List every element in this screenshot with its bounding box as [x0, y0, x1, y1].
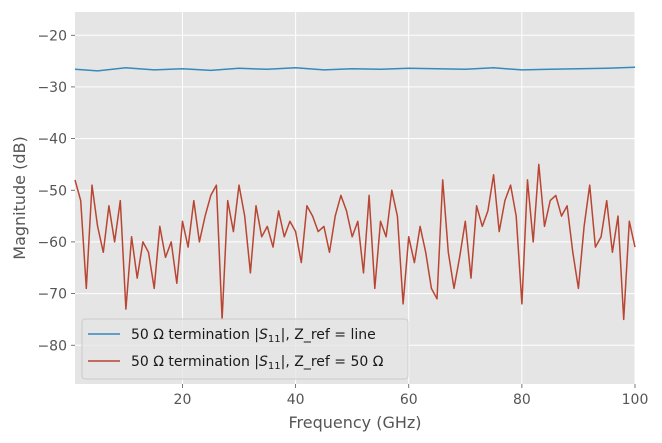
series-line-zref-line [74, 66, 636, 72]
legend-entry-line-prefix: 50 Ω termination | [131, 327, 259, 343]
y-tick-label: −40 [37, 132, 67, 148]
y-tick-label: −20 [37, 28, 67, 44]
y-axis-label: Magnitude (dB) [10, 136, 29, 259]
legend-entry-50ohm-math: S [259, 354, 268, 370]
series-line-zref-50ohm [74, 163, 636, 321]
y-ticks: −80 −70 −60 −50 −40 −30 −20 [37, 28, 75, 354]
legend-entry-line-suffix: |, Z_ref = line [281, 327, 376, 343]
y-tick-label: −60 [37, 235, 67, 251]
legend: 50 Ω termination |S11|, Z_ref = line 50 … [81, 318, 409, 380]
x-tick-label: 60 [400, 392, 418, 408]
legend-box [81, 318, 409, 380]
grid [75, 12, 636, 384]
y-tick-label: −70 [37, 287, 67, 303]
y-tick-label: −30 [37, 80, 67, 96]
y-tick-label: −80 [37, 338, 67, 354]
legend-entry-50ohm-prefix: 50 Ω termination | [131, 354, 259, 370]
y-tick-label: −50 [37, 183, 67, 199]
x-tick-label: 80 [513, 392, 531, 408]
legend-entry-50ohm-suffix: |, Z_ref = 50 Ω [281, 354, 384, 370]
x-ticks: 20 40 60 80 100 [174, 384, 649, 408]
x-tick-label: 40 [287, 392, 305, 408]
series-layer [74, 66, 636, 321]
legend-entry-line: 50 Ω termination |S11|, Z_ref = line [131, 327, 376, 345]
legend-entry-50ohm-sub: 11 [268, 361, 281, 372]
x-tick-label: 20 [174, 392, 192, 408]
legend-entry-50ohm: 50 Ω termination |S11|, Z_ref = 50 Ω [131, 354, 384, 372]
x-tick-label: 100 [622, 392, 649, 408]
x-axis-label: Frequency (GHz) [288, 413, 421, 432]
legend-entry-line-math: S [259, 327, 268, 343]
legend-entry-line-sub: 11 [268, 334, 281, 345]
